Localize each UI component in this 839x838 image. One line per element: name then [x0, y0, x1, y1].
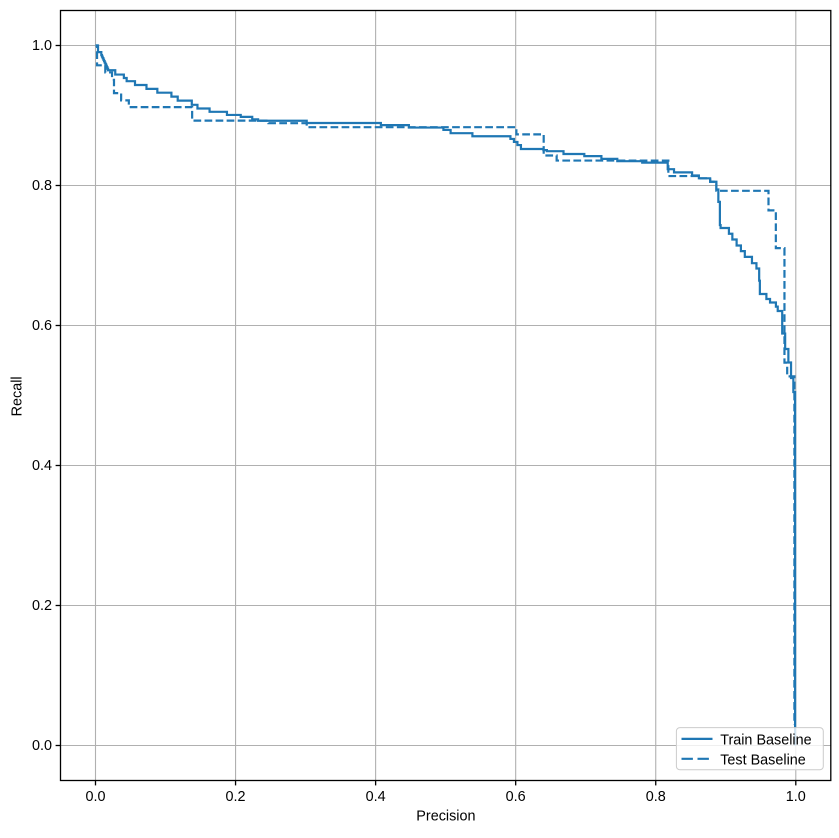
svg-text:0.2: 0.2 — [226, 789, 246, 805]
svg-text:Precision: Precision — [416, 808, 475, 824]
svg-text:0.4: 0.4 — [366, 789, 386, 805]
svg-text:1.0: 1.0 — [786, 789, 806, 805]
svg-text:0.8: 0.8 — [32, 178, 52, 194]
svg-text:Recall: Recall — [10, 376, 26, 416]
svg-text:1.0: 1.0 — [32, 38, 52, 54]
svg-text:0.0: 0.0 — [85, 789, 105, 805]
svg-text:0.6: 0.6 — [506, 789, 526, 805]
svg-text:0.8: 0.8 — [646, 789, 666, 805]
svg-text:Test Baseline: Test Baseline — [720, 752, 806, 768]
svg-text:Train Baseline: Train Baseline — [720, 732, 811, 748]
svg-text:0.0: 0.0 — [32, 738, 52, 754]
svg-text:0.4: 0.4 — [32, 458, 52, 474]
svg-text:0.6: 0.6 — [32, 318, 52, 334]
svg-text:0.2: 0.2 — [32, 598, 52, 614]
